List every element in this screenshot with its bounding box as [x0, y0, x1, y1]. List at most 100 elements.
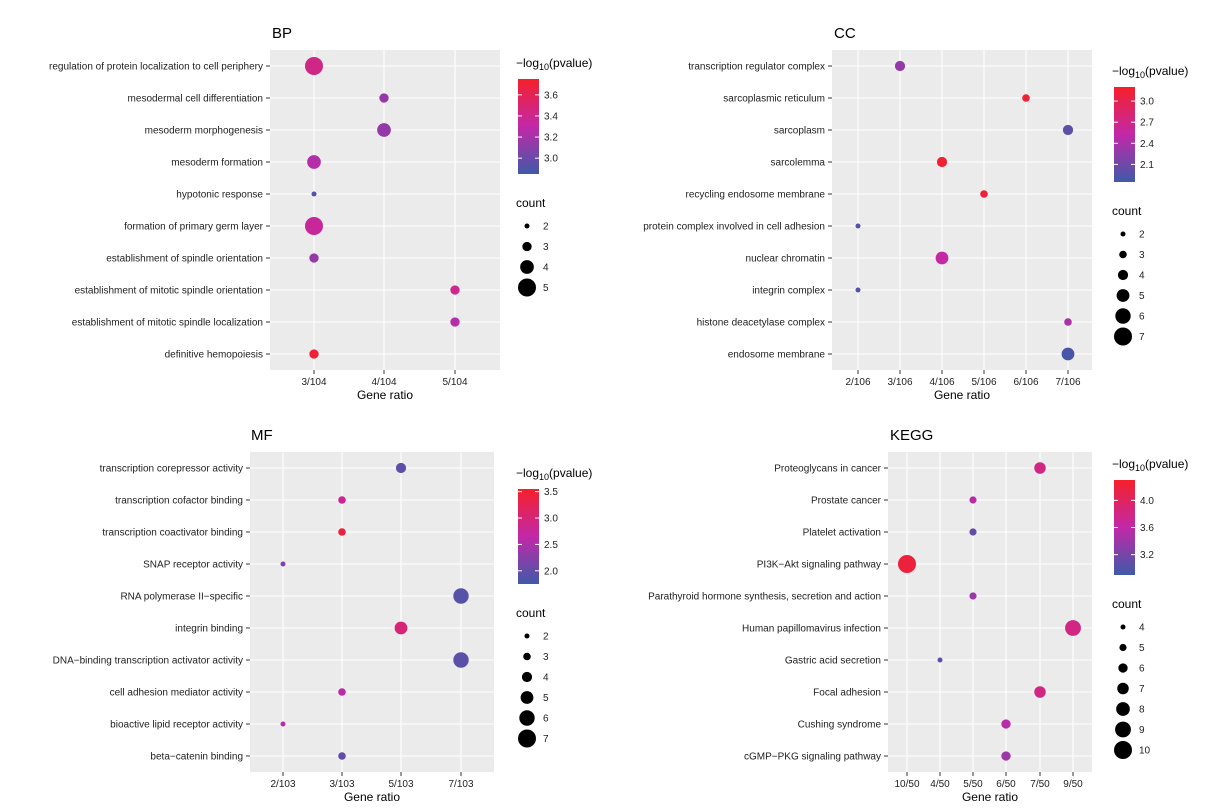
data-point — [311, 191, 317, 197]
size-legend-label: 6 — [1139, 312, 1145, 323]
color-bar — [1114, 480, 1135, 575]
size-legend-dot — [1120, 624, 1126, 630]
x-tick-label: 6/106 — [1013, 377, 1038, 388]
size-legend-label: 4 — [1139, 271, 1145, 282]
size-legend-label: 2 — [543, 632, 549, 643]
y-tick-label: DNA−binding transcription activator acti… — [53, 656, 243, 667]
panel-title: KEGG — [890, 427, 933, 444]
size-legend-dot — [523, 652, 531, 661]
legend-title-part: −log — [1112, 457, 1135, 471]
size-legend-title: count — [1112, 204, 1142, 218]
x-tick-label: 3/104 — [301, 377, 326, 388]
data-point — [969, 592, 977, 600]
size-legend-label: 3 — [543, 652, 549, 663]
y-tick-label: histone deacetylase complex — [697, 318, 825, 329]
y-tick-label: nuclear chromatin — [746, 254, 825, 265]
size-legend-dot — [521, 671, 533, 683]
size-legend-label: 5 — [1139, 291, 1145, 302]
size-legend-label: 7 — [1139, 684, 1145, 695]
data-point — [450, 285, 460, 295]
size-legend-dot — [1116, 702, 1130, 716]
color-bar-label: 2.1 — [1140, 160, 1154, 171]
y-tick-label: establishment of mitotic spindle orienta… — [75, 286, 263, 297]
y-tick-label: transcription corepressor activity — [100, 464, 243, 475]
y-tick-label: Gastric acid secretion — [785, 656, 881, 667]
y-tick-label: endosome membrane — [728, 350, 826, 361]
data-point — [379, 93, 389, 103]
size-legend-label: 5 — [1139, 643, 1145, 654]
data-point — [898, 555, 916, 573]
data-point — [1034, 686, 1046, 698]
x-tick-label: 4/50 — [930, 779, 950, 790]
color-bar-label: 2.4 — [1140, 139, 1154, 150]
x-tick-label: 4/104 — [371, 377, 396, 388]
y-tick-label: sarcoplasmic reticulum — [723, 94, 825, 105]
data-point — [309, 349, 319, 359]
data-point — [935, 251, 949, 265]
legend-title-part: (pvalue) — [1145, 457, 1188, 471]
color-bar-label: 3.6 — [1140, 523, 1154, 534]
x-tick-label: 7/103 — [448, 779, 473, 790]
data-point — [1001, 751, 1011, 761]
y-tick-label: bioactive lipid receptor activity — [110, 720, 243, 731]
y-tick-label: RNA polymerase II−specific — [120, 592, 243, 603]
y-tick-label: beta−catenin binding — [150, 752, 243, 763]
size-legend-label: 2 — [1139, 230, 1145, 241]
size-legend-dot — [1120, 231, 1126, 237]
data-point — [394, 621, 408, 635]
y-tick-label: hypotonic response — [176, 190, 263, 201]
y-tick-label: sarcolemma — [771, 158, 826, 169]
y-tick-label: mesoderm formation — [171, 158, 263, 169]
size-legend-dot — [520, 260, 534, 274]
data-point — [305, 57, 323, 75]
data-point — [1065, 620, 1081, 636]
y-tick-label: protein complex involved in cell adhesio… — [643, 222, 825, 233]
x-tick-label: 5/103 — [388, 779, 413, 790]
size-legend-title: count — [516, 606, 546, 620]
y-tick-label: integrin binding — [175, 624, 243, 635]
size-legend-label: 4 — [543, 673, 549, 684]
size-legend-dot — [524, 633, 530, 639]
y-tick-label: Human papillomavirus infection — [742, 624, 881, 635]
data-point — [338, 688, 346, 696]
x-axis-title: Gene ratio — [934, 388, 990, 402]
size-legend-label: 9 — [1139, 725, 1145, 736]
color-bar-label: 3.0 — [1140, 97, 1154, 108]
size-legend-label: 6 — [1139, 664, 1145, 675]
data-point — [937, 657, 943, 663]
data-point — [1061, 347, 1075, 361]
data-point — [280, 561, 286, 567]
data-point — [1064, 318, 1072, 326]
plot-background — [888, 452, 1092, 772]
panel-mf: MF transcription corepressor activity tran… — [53, 427, 593, 804]
size-legend-dot — [519, 710, 535, 726]
y-tick-label: establishment of spindle orientation — [106, 254, 263, 265]
x-tick-label: 6/50 — [996, 779, 1016, 790]
y-tick-label: regulation of protein localization to ce… — [49, 62, 263, 73]
y-tick-label: sarcoplasm — [774, 126, 825, 137]
color-legend-title: −log10(pvalue) — [516, 56, 592, 72]
y-tick-label: Cushing syndrome — [798, 720, 882, 731]
data-point — [453, 652, 469, 668]
y-tick-label: mesoderm morphogenesis — [145, 126, 263, 137]
legend-title-subscript: 10 — [539, 472, 549, 482]
data-point — [969, 496, 977, 504]
data-point — [1022, 94, 1030, 102]
color-bar-label: 4.0 — [1140, 496, 1154, 507]
y-tick-label: establishment of mitotic spindle localiz… — [72, 318, 263, 329]
legend-title-part: (pvalue) — [549, 56, 592, 70]
x-tick-label: 7/106 — [1055, 377, 1080, 388]
size-legend-label: 5 — [543, 283, 549, 294]
size-legend-dot — [524, 223, 530, 229]
data-point — [969, 528, 977, 536]
size-legend-dot — [1119, 250, 1127, 259]
plot-background — [250, 452, 494, 772]
size-legend-label: 4 — [1139, 623, 1145, 634]
color-bar-label: 3.6 — [544, 90, 558, 101]
color-bar-label: 3.2 — [1140, 550, 1154, 561]
y-tick-label: formation of primary germ layer — [124, 222, 264, 233]
color-bar-label: 3.4 — [544, 111, 558, 122]
size-legend-label: 4 — [543, 263, 549, 274]
size-legend-dot — [518, 729, 536, 748]
